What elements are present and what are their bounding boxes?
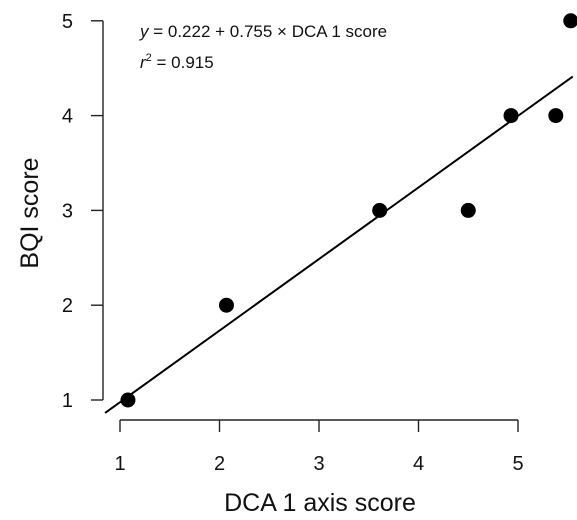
y-tick-label: 2 (62, 295, 73, 317)
data-point (563, 13, 577, 29)
r2-value: = 0.915 (152, 53, 214, 72)
equation-rhs: = 0.222 + 0.755 × DCA 1 score (149, 22, 388, 41)
data-point (372, 202, 388, 218)
x-ticks: 1 2 3 4 5 (114, 420, 524, 475)
x-tick-label: 5 (512, 453, 523, 475)
x-tick-label: 1 (114, 453, 125, 475)
data-point (218, 297, 234, 313)
r2-sup: 2 (146, 52, 152, 64)
y-tick-label: 3 (62, 200, 73, 222)
x-tick-label: 3 (313, 453, 324, 475)
y-tick-label: 4 (62, 106, 73, 128)
equation-y: y (139, 22, 150, 41)
data-point (120, 392, 136, 408)
data-point (460, 202, 476, 218)
y-tick-label: 1 (62, 390, 73, 412)
regression-line (104, 75, 574, 414)
equation-annotation: y = 0.222 + 0.755 × DCA 1 score (139, 22, 387, 41)
x-tick-label: 4 (413, 453, 424, 475)
x-axis-title: DCA 1 axis score (224, 489, 416, 517)
data-points (120, 13, 577, 408)
r2-r: r (140, 53, 147, 72)
axes: 1 2 3 4 5 1 2 3 4 5 (62, 11, 524, 475)
data-point (503, 108, 519, 124)
x-tick-label: 2 (214, 453, 225, 475)
y-tick-label: 5 (62, 11, 73, 33)
y-axis-title: BQI score (16, 157, 44, 268)
r-squared-annotation: r2 = 0.915 (140, 52, 214, 72)
y-ticks: 1 2 3 4 5 (62, 11, 103, 412)
data-point (548, 108, 564, 124)
